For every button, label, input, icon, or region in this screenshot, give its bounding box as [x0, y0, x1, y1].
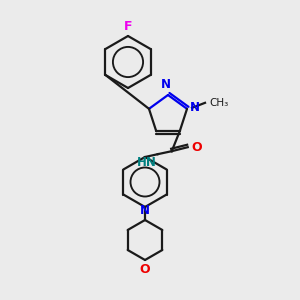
- Text: F: F: [124, 20, 132, 33]
- Text: N: N: [140, 204, 150, 217]
- Text: N: N: [161, 79, 171, 92]
- Text: HN: HN: [137, 156, 157, 169]
- Text: N: N: [190, 101, 200, 114]
- Text: O: O: [140, 263, 150, 276]
- Text: O: O: [192, 141, 203, 154]
- Text: CH₃: CH₃: [209, 98, 228, 108]
